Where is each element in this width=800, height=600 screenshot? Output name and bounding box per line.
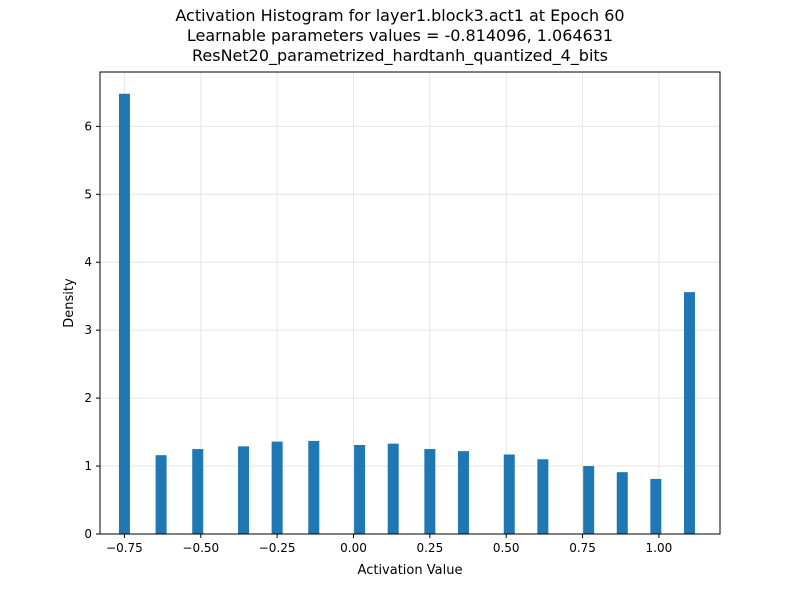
x-tick-label: 0.50	[493, 541, 520, 555]
histogram-bar-3	[238, 446, 250, 534]
y-tick-label: 3	[84, 323, 92, 337]
y-tick-label: 2	[84, 391, 92, 405]
x-tick-label: −0.50	[182, 541, 219, 555]
histogram-bar-7	[387, 443, 399, 534]
histogram-bar-5	[308, 440, 320, 534]
chart-subtitle-model: ResNet20_parametrized_hardtanh_quantized…	[192, 46, 608, 65]
histogram-bar-12	[583, 466, 595, 534]
histogram-bars	[118, 93, 695, 534]
x-tick-label: 0.75	[569, 541, 596, 555]
histogram-bar-4	[271, 441, 283, 534]
x-axis-label: Activation Value	[358, 563, 463, 578]
plot-frame	[99, 71, 721, 535]
histogram-bar-1	[155, 455, 167, 534]
histogram-bar-8	[424, 449, 436, 534]
x-tick-label: 1.00	[646, 541, 673, 555]
y-tick-label: 5	[84, 187, 92, 201]
histogram-bar-9	[457, 451, 469, 534]
histogram-bar-15	[683, 292, 695, 534]
histogram-bar-14	[650, 478, 662, 534]
chart-title: Activation Histogram for layer1.block3.a…	[175, 6, 625, 25]
histogram-bar-13	[616, 472, 628, 534]
x-tick-label: −0.75	[106, 541, 143, 555]
x-tick-label: 0.25	[416, 541, 443, 555]
y-tick-label: 0	[84, 527, 92, 541]
y-axis-label: Density	[62, 278, 77, 328]
histogram-bar-10	[503, 454, 515, 534]
chart-subtitle-params: Learnable parameters values = -0.814096,…	[186, 26, 614, 45]
histogram-bar-2	[192, 449, 204, 534]
y-tick-label: 6	[84, 119, 92, 133]
y-axis-ticks: 0 1 2 3 4 5 6	[84, 119, 100, 541]
y-tick-label: 1	[84, 459, 92, 473]
x-axis-ticks: −0.75 −0.50 −0.25 0.00 0.25 0.50 0.75 1.00	[106, 534, 672, 555]
x-tick-label: −0.25	[259, 541, 296, 555]
chart-title-block: Activation Histogram for layer1.block3.a…	[0, 6, 800, 66]
x-tick-label: 0.00	[340, 541, 367, 555]
y-tick-label: 4	[84, 255, 92, 269]
histogram-bar-0	[118, 93, 130, 534]
histogram-bar-6	[354, 444, 366, 534]
histogram-bar-11	[537, 459, 549, 534]
